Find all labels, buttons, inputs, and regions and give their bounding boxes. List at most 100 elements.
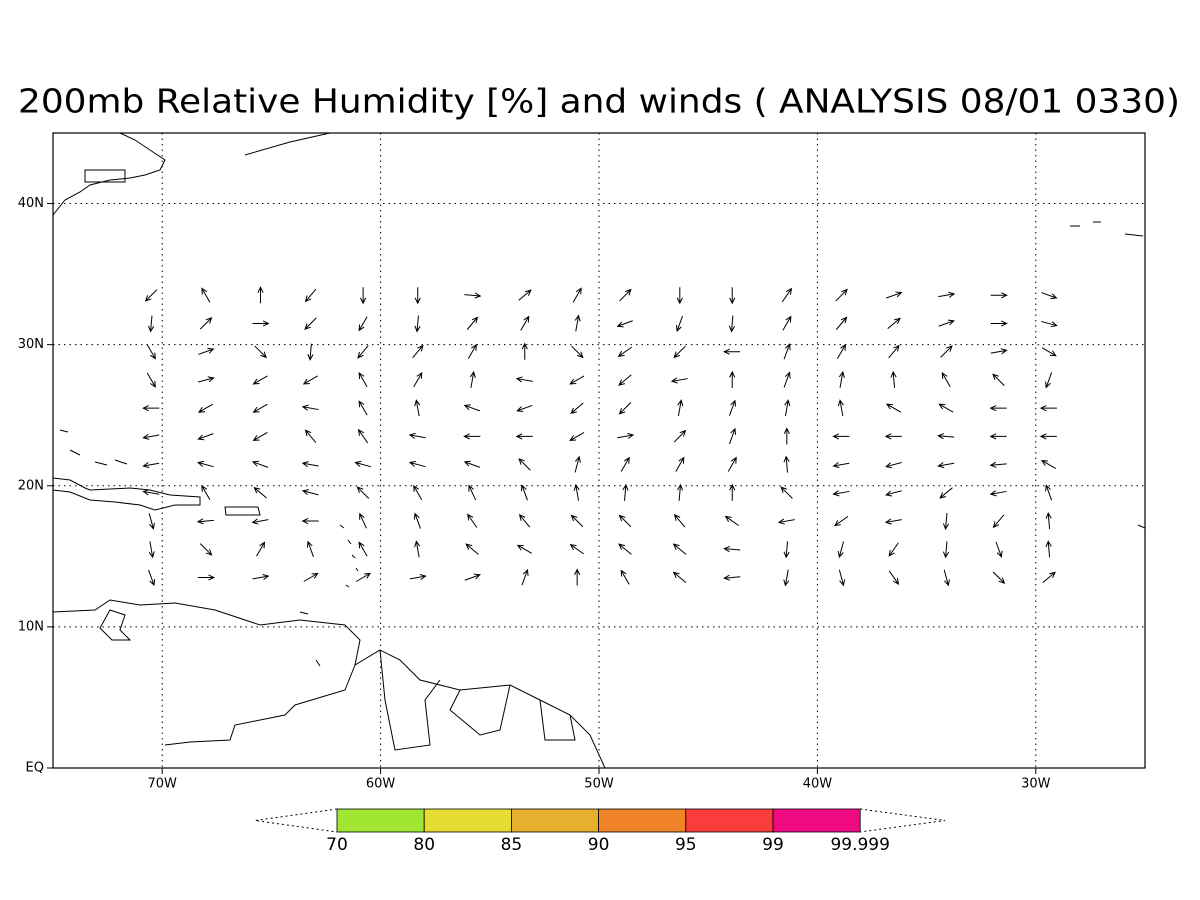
wind-arrow: [414, 315, 421, 333]
x-tick-label: 50W: [584, 777, 614, 792]
wind-arrow: [673, 345, 686, 359]
colorbar-box: [598, 808, 687, 833]
wind-arrow: [197, 433, 214, 441]
colorbar-label: 99: [762, 835, 784, 855]
y-tick-label: 10N: [18, 619, 44, 634]
wind-arrow: [201, 287, 211, 303]
wind-arrow: [941, 372, 951, 388]
wind-arrow: [937, 433, 955, 440]
wind-arrow: [197, 574, 216, 581]
wind-arrow: [569, 544, 584, 555]
x-tick-label: 40W: [803, 777, 833, 792]
wind-arrow: [464, 292, 482, 299]
wind-arrow: [832, 462, 850, 469]
wind-arrow: [304, 317, 317, 330]
wind-arrow: [198, 347, 215, 355]
wind-arrow: [995, 541, 1003, 558]
wind-arrow: [142, 405, 160, 412]
wind-arrow: [1045, 540, 1052, 558]
wind-arrow: [357, 345, 369, 359]
wind-arrow: [414, 540, 421, 558]
wind-arrow: [783, 371, 791, 388]
wind-arrow: [467, 343, 477, 359]
wind-arrow: [990, 320, 1008, 327]
wind-arrow: [148, 513, 155, 530]
wind-arrow: [675, 315, 684, 333]
wind-arrow: [147, 315, 155, 333]
wind-arrow: [884, 433, 902, 440]
wind-arrow: [412, 344, 424, 359]
wind-arrow: [724, 515, 740, 527]
wind-arrow: [783, 541, 790, 559]
wind-arrow: [728, 315, 736, 333]
wind-arrow: [1045, 372, 1053, 389]
wind-arrow: [729, 287, 736, 305]
wind-arrow: [888, 542, 899, 557]
wind-arrow: [673, 429, 687, 443]
wind-arrow: [515, 376, 533, 383]
wind-arrow: [358, 372, 368, 388]
wind-arrow: [201, 484, 211, 501]
wind-arrow: [574, 455, 581, 473]
wind-arrow: [408, 460, 426, 468]
wind-arrow: [989, 433, 1007, 440]
wind-arrow: [783, 569, 790, 587]
wind-arrow: [520, 484, 528, 501]
wind-arrow: [1045, 484, 1053, 501]
wind-arrow: [616, 320, 633, 328]
wind-arrow: [358, 400, 368, 416]
wind-arrow: [413, 484, 423, 501]
wind-arrow: [677, 399, 684, 417]
wind-arrow: [572, 287, 582, 303]
wind-arrow: [302, 375, 318, 385]
wind-arrow: [301, 517, 319, 525]
wind-arrow: [574, 314, 581, 332]
wind-arrow: [357, 428, 369, 444]
wind-arrow: [989, 405, 1007, 412]
wind-arrow: [360, 287, 367, 305]
wind-arrow: [782, 315, 792, 331]
wind-arrow: [146, 344, 156, 360]
wind-arrow: [940, 345, 953, 358]
wind-arrow: [521, 342, 528, 360]
colorbar-box: [423, 808, 512, 833]
wind-arrow: [196, 518, 214, 525]
wind-arrow: [301, 404, 319, 411]
wind-arrow: [518, 458, 531, 471]
colorbar-label: 80: [413, 835, 435, 855]
wind-arrow: [942, 513, 950, 531]
wind-arrow: [727, 456, 737, 472]
wind-arrow: [304, 429, 317, 443]
wind-arrow: [783, 427, 790, 445]
wind-arrow: [197, 460, 214, 468]
wind-arrow: [252, 320, 270, 327]
wind-arrow: [890, 370, 897, 388]
wind-arrow: [620, 456, 630, 472]
wind-arrow: [835, 288, 848, 302]
wind-arrow: [837, 399, 844, 417]
wind-arrow: [885, 490, 902, 497]
wind-arrow: [1039, 405, 1057, 412]
wind-arrow: [837, 541, 844, 559]
wind-arrow: [198, 376, 215, 383]
wind-arrow: [835, 316, 848, 330]
wind-arrow: [358, 316, 368, 332]
wind-arrow: [252, 573, 270, 581]
wind-arrow: [468, 484, 477, 501]
wind-arrow: [463, 460, 481, 468]
x-tick-label: 30W: [1021, 777, 1051, 792]
wind-arrow: [466, 316, 479, 330]
colorbar-box: [772, 808, 861, 833]
wind-arrow: [256, 541, 266, 557]
wind-arrow: [836, 343, 846, 359]
wind-arrow: [992, 373, 1005, 386]
wind-arrow: [146, 372, 156, 388]
wind-arrow: [617, 346, 633, 357]
wind-arrow: [884, 518, 902, 525]
wind-arrow: [618, 402, 632, 415]
wind-arrow: [676, 287, 683, 305]
wind-arrow: [142, 433, 160, 440]
wind-arrow: [838, 370, 845, 388]
wind-arrow: [355, 572, 372, 582]
wind-arrow: [1041, 320, 1058, 328]
